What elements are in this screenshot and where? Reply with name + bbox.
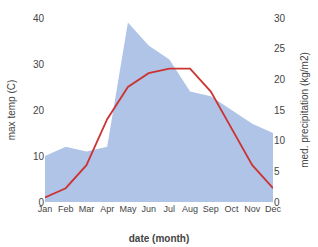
svg-text:10: 10 (33, 151, 45, 162)
svg-text:date (month): date (month) (129, 233, 190, 244)
svg-text:0: 0 (274, 197, 280, 208)
svg-text:10: 10 (274, 135, 286, 146)
svg-text:Jan: Jan (38, 204, 53, 214)
svg-text:5: 5 (274, 166, 280, 177)
svg-text:Jun: Jun (141, 204, 156, 214)
svg-text:20: 20 (33, 105, 45, 116)
svg-text:30: 30 (33, 59, 45, 70)
svg-text:max temp (C): max temp (C) (6, 80, 17, 141)
svg-text:25: 25 (274, 43, 286, 54)
svg-text:med. precipitation (kg/m2): med. precipitation (kg/m2) (299, 52, 310, 168)
svg-text:Oct: Oct (225, 204, 240, 214)
svg-text:15: 15 (274, 105, 286, 116)
svg-text:Nov: Nov (244, 204, 261, 214)
svg-text:Aug: Aug (182, 204, 198, 214)
svg-text:Sep: Sep (203, 204, 219, 214)
svg-text:Jul: Jul (164, 204, 176, 214)
svg-text:40: 40 (33, 13, 45, 24)
svg-text:Mar: Mar (79, 204, 95, 214)
svg-text:May: May (119, 204, 137, 214)
svg-text:0: 0 (38, 197, 44, 208)
svg-text:Dec: Dec (265, 204, 282, 214)
svg-text:Apr: Apr (100, 204, 114, 214)
svg-text:30: 30 (274, 13, 286, 24)
svg-text:20: 20 (274, 74, 286, 85)
svg-text:Feb: Feb (58, 204, 74, 214)
